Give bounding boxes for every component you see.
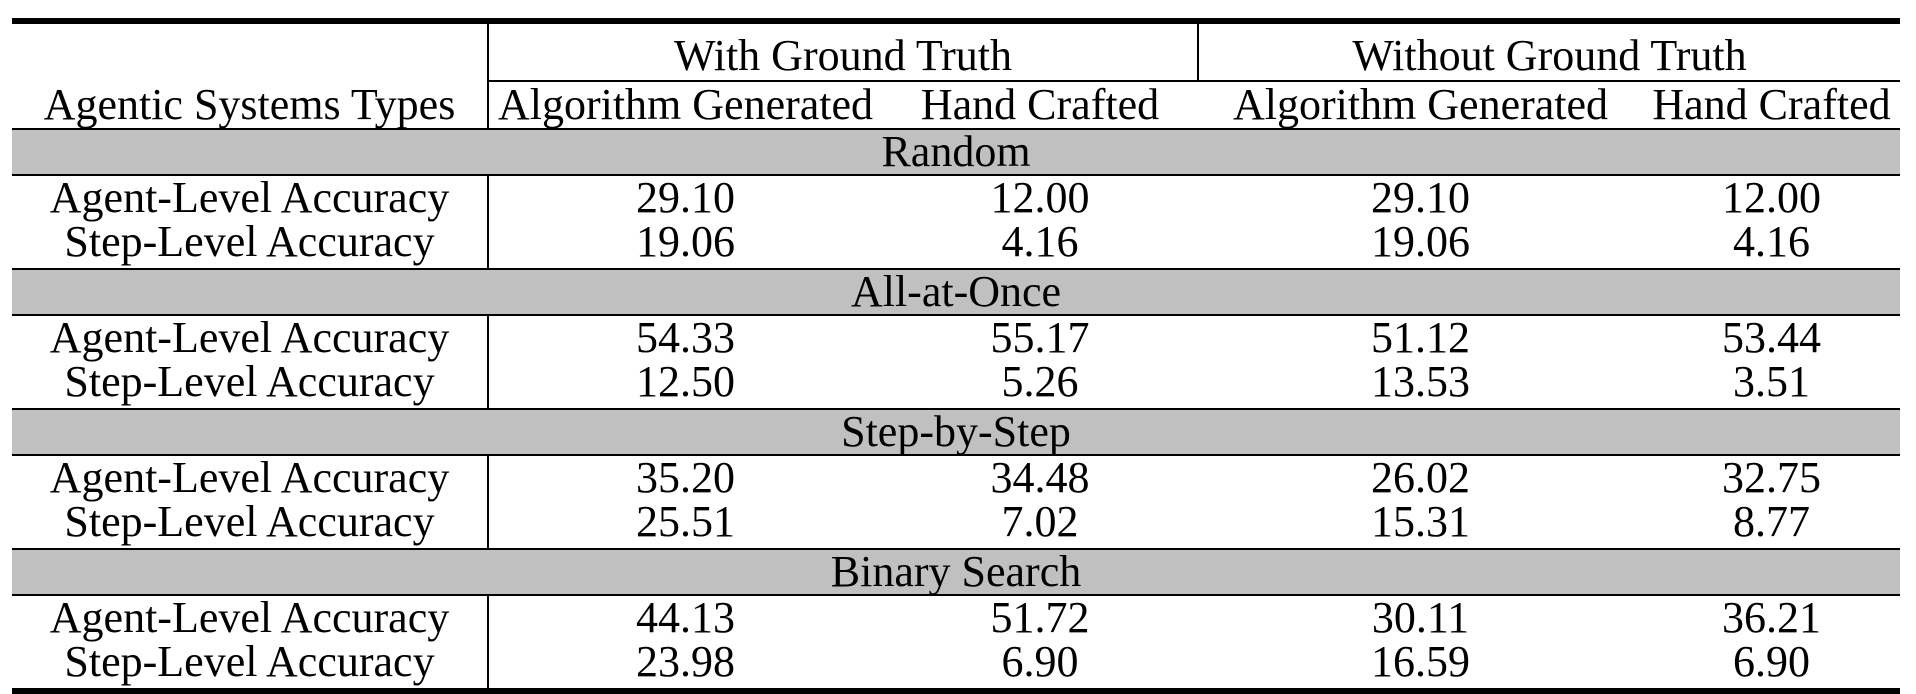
section-title: Random	[12, 128, 1900, 176]
table-cell: 30.11	[1371, 593, 1470, 642]
table-cell: 54.33	[487, 315, 882, 360]
table-cell: 12.00	[1722, 173, 1821, 222]
table-row: Step-Level Accuracy 25.51 7.02 15.31 8.77	[12, 500, 1900, 549]
row-label: Step-Level Accuracy	[64, 497, 435, 546]
row-label: Agent-Level Accuracy	[49, 313, 450, 362]
table-cell: 19.06	[1371, 217, 1470, 266]
empty-corner-cell	[12, 21, 488, 81]
section-title: All-at-Once	[12, 268, 1900, 316]
table-row: Agent-Level Accuracy 54.33 55.17 51.12 53.44	[12, 315, 1900, 360]
column-header: Hand Crafted	[920, 80, 1160, 129]
table-cell: 6.90	[1733, 637, 1810, 686]
table-row: Step-Level Accuracy 19.06 4.16 19.06 4.16	[12, 220, 1900, 269]
column-header: Hand Crafted	[1652, 80, 1891, 129]
table-cell: 15.31	[1371, 497, 1470, 546]
row-label: Agent-Level Accuracy	[49, 593, 450, 642]
table-row: Step-Level Accuracy 12.50 5.26 13.53 3.51	[12, 360, 1900, 409]
results-table: With Ground Truth Without Ground Truth A…	[12, 18, 1900, 694]
row-label: Step-Level Accuracy	[64, 637, 435, 686]
column-header: Algorithm Generated	[487, 81, 882, 129]
table-cell: 35.20	[487, 455, 882, 500]
table-cell: 12.00	[990, 173, 1090, 222]
table-row: Agent-Level Accuracy 35.20 34.48 26.02 32.75	[12, 455, 1900, 500]
table-cell: 53.44	[1722, 313, 1821, 362]
table-cell: 12.50	[487, 360, 882, 409]
section-title: Binary Search	[12, 548, 1900, 596]
row-header-title: Agentic Systems Types	[43, 79, 456, 129]
row-label: Step-Level Accuracy	[64, 217, 435, 266]
section-header-row: Binary Search	[12, 548, 1900, 596]
table-cell: 7.02	[1001, 497, 1079, 546]
table-cell: 25.51	[487, 500, 882, 549]
table-row: Step-Level Accuracy 23.98 6.90 16.59 6.90	[12, 640, 1900, 691]
table-cell: 36.21	[1722, 593, 1821, 642]
table-cell: 19.06	[487, 220, 882, 269]
table-cell: 13.53	[1371, 357, 1470, 406]
group-header-with-ground-truth: With Ground Truth	[487, 21, 1198, 82]
table-cell: 4.16	[1733, 217, 1810, 266]
table-cell: 26.02	[1371, 453, 1470, 502]
table-row: Agent-Level Accuracy 29.10 12.00 29.10 12.00	[12, 175, 1900, 220]
section-header-row: Step-by-Step	[12, 408, 1900, 456]
table-cell: 29.10	[487, 175, 882, 220]
table-row: Agent-Level Accuracy 44.13 51.72 30.11 36.21	[12, 595, 1900, 640]
table-cell: 5.26	[1001, 357, 1079, 406]
section-title: Step-by-Step	[12, 408, 1900, 456]
table-cell: 4.16	[1001, 217, 1079, 266]
group-header-row: With Ground Truth Without Ground Truth	[12, 21, 1900, 82]
table-cell: 29.10	[1371, 173, 1470, 222]
row-label: Agent-Level Accuracy	[49, 173, 450, 222]
table-cell: 6.90	[1001, 637, 1079, 686]
row-label: Agent-Level Accuracy	[49, 453, 450, 502]
column-header-row: Agentic Systems Types Algorithm Generate…	[12, 81, 1900, 129]
table-cell: 8.77	[1733, 497, 1810, 546]
table-cell: 34.48	[990, 453, 1090, 502]
table-cell: 32.75	[1722, 453, 1821, 502]
group-header-without-ground-truth: Without Ground Truth	[1197, 21, 1900, 82]
column-header: Algorithm Generated	[1232, 80, 1609, 129]
table-cell: 55.17	[990, 313, 1090, 362]
table-cell: 44.13	[487, 595, 882, 640]
table-cell: 51.72	[990, 593, 1090, 642]
table-cell: 23.98	[487, 640, 882, 691]
table-cell: 51.12	[1371, 313, 1470, 362]
section-header-row: All-at-Once	[12, 268, 1900, 316]
section-header-row: Random	[12, 128, 1900, 176]
table-cell: 3.51	[1733, 357, 1810, 406]
table-cell: 16.59	[1371, 637, 1470, 686]
row-label: Step-Level Accuracy	[64, 357, 435, 406]
